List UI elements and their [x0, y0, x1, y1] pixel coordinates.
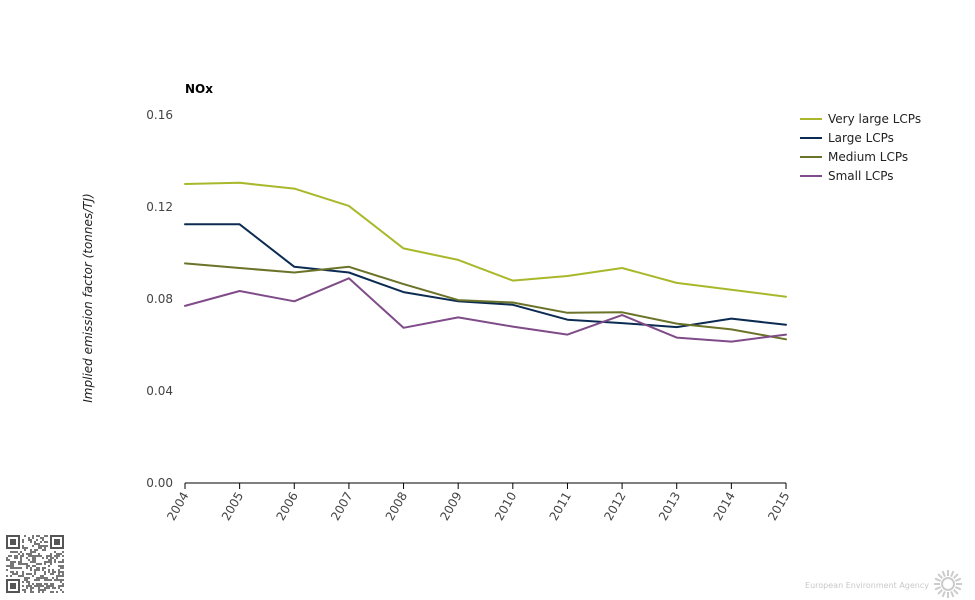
- x-tick-label: 2012: [601, 490, 628, 523]
- y-tick-label: 0.04: [146, 384, 173, 398]
- x-tick-label: 2015: [765, 490, 792, 523]
- y-axis-title: Implied emission factor (tonnes/TJ): [81, 193, 95, 402]
- legend: Very large LCPs Large LCPs Medium LCPs Smal…: [800, 112, 921, 183]
- chart-title: NOx: [185, 82, 213, 96]
- y-tick-label: 0.00: [146, 476, 173, 490]
- credit-text: European Environment Agency: [805, 581, 929, 590]
- x-tick-label: 2014: [711, 490, 738, 523]
- x-tick-label: 2011: [547, 490, 574, 523]
- x-tick-label: 2006: [273, 490, 300, 523]
- x-tick-label: 2008: [383, 490, 410, 523]
- qr-code-icon: [6, 535, 64, 593]
- series-line-large-lcps: [184, 223, 787, 329]
- y-tick-label: 0.16: [146, 108, 173, 122]
- x-tick-label: 2013: [656, 490, 683, 523]
- legend-label: Small LCPs: [828, 169, 893, 183]
- legend-label: Medium LCPs: [828, 150, 908, 164]
- legend-label: Very large LCPs: [828, 112, 921, 126]
- y-tick-label: 0.12: [146, 200, 173, 214]
- x-axis-ticks: 2004 2005 2006 2007 2008 2009 2010 2011 2012 2013…: [164, 483, 793, 523]
- x-tick-label: 2009: [437, 490, 464, 523]
- series-line-small-lcps: [184, 277, 787, 343]
- series-line-medium-lcps: [184, 262, 787, 341]
- series-lines: [184, 181, 787, 343]
- series-line-very-large-lcps: [184, 181, 787, 298]
- x-tick-label: 2007: [328, 490, 355, 523]
- legend-label: Large LCPs: [828, 131, 894, 145]
- x-tick-label: 2005: [219, 490, 246, 523]
- eea-sun-logo-icon: [934, 570, 962, 598]
- y-tick-label: 0.08: [146, 292, 173, 306]
- x-tick-label: 2004: [164, 490, 191, 523]
- y-axis-ticks: 0.00 0.04 0.08 0.12 0.16: [146, 108, 173, 490]
- x-tick-label: 2010: [492, 490, 519, 523]
